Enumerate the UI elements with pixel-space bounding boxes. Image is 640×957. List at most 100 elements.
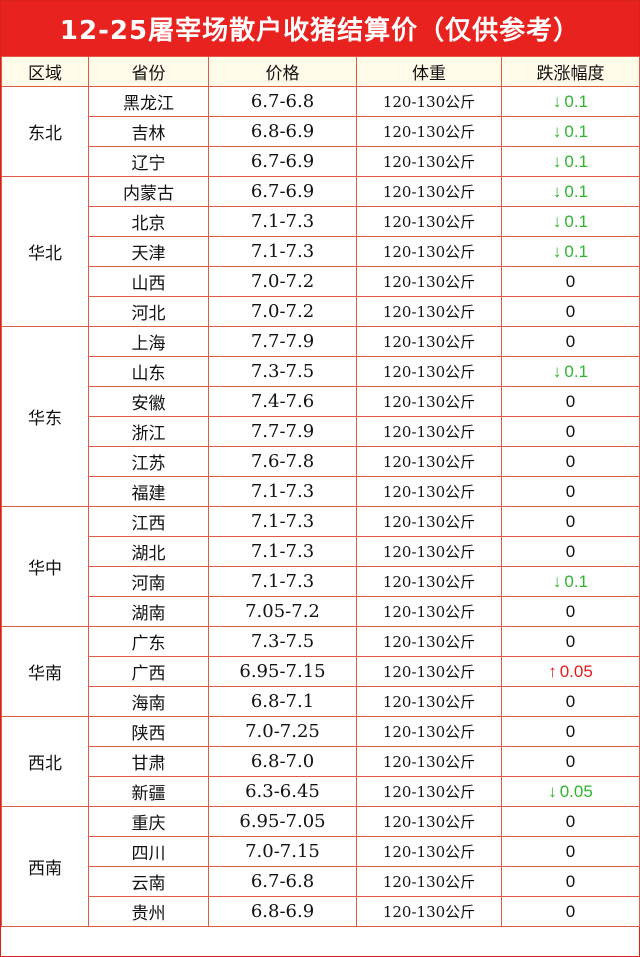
weight-cell: 120-130公斤: [356, 476, 502, 507]
change-value: 0.1: [564, 151, 589, 171]
table-row: 华中 江西 7.1-7.3 120-130公斤 0: [1, 506, 640, 627]
price-cell: 6.8-7.0: [208, 746, 357, 777]
table-row: 北京 7.1-7.3 120-130公斤 ↓ 0.1: [2, 206, 640, 237]
table-row: 福建 7.1-7.3 120-130公斤 0: [2, 476, 640, 507]
weight-cell: 120-130公斤: [356, 116, 502, 147]
table-row: 河北 7.0-7.2 120-130公斤 0: [2, 296, 640, 327]
change-cell: 0: [501, 446, 640, 477]
change-cell: 0: [501, 266, 640, 297]
change-value: 0: [565, 811, 576, 831]
header-change: 跌涨幅度: [501, 56, 640, 87]
change-cell: 0: [501, 836, 640, 867]
change-cell: 0: [501, 476, 640, 507]
weight-cell: 120-130公斤: [356, 686, 502, 717]
weight-cell: 120-130公斤: [356, 416, 502, 447]
change-value: 0.05: [559, 661, 593, 681]
table-row: 浙江 7.7-7.9 120-130公斤 0: [2, 416, 640, 447]
table-row: 江苏 7.6-7.8 120-130公斤 0: [2, 446, 640, 477]
province-cell: 吉林: [88, 116, 209, 147]
price-cell: 6.7-6.8: [208, 86, 357, 117]
price-cell: 6.8-6.9: [208, 896, 357, 927]
change-cell: 0: [501, 596, 640, 627]
table-row: 四川 7.0-7.15 120-130公斤 0: [2, 836, 640, 867]
weight-cell: 120-130公斤: [356, 326, 502, 357]
weight-cell: 120-130公斤: [356, 626, 502, 657]
change-value: 0: [565, 871, 576, 891]
weight-cell: 120-130公斤: [356, 836, 502, 867]
weight-cell: 120-130公斤: [356, 716, 502, 747]
change-cell: ↑ 0.05: [501, 656, 640, 687]
change-cell: 0: [501, 746, 640, 777]
weight-cell: 120-130公斤: [356, 146, 502, 177]
price-cell: 6.3-6.45: [208, 776, 357, 807]
table-row: 海南 6.8-7.1 120-130公斤 0: [2, 686, 640, 717]
price-cell: 6.95-7.15: [208, 656, 357, 687]
province-cell: 海南: [88, 686, 209, 717]
change-cell: 0: [501, 506, 640, 537]
table-row: 湖北 7.1-7.3 120-130公斤 0: [2, 536, 640, 567]
change-cell: 0: [501, 686, 640, 717]
price-cell: 6.8-7.1: [208, 686, 357, 717]
region-cell: 西北: [1, 716, 89, 807]
price-cell: 7.3-7.5: [208, 356, 357, 387]
header-price: 价格: [208, 56, 357, 87]
table-row: 天津 7.1-7.3 120-130公斤 ↓ 0.1: [2, 236, 640, 267]
weight-cell: 120-130公斤: [356, 566, 502, 597]
price-cell: 7.1-7.3: [208, 206, 357, 237]
region-cell: 华东: [1, 326, 89, 507]
table-row: 贵州 6.8-6.9 120-130公斤 0: [2, 896, 640, 927]
change-value: 0: [565, 511, 576, 531]
change-value: 0: [565, 901, 576, 921]
price-cell: 7.1-7.3: [208, 536, 357, 567]
change-value: 0.1: [564, 211, 589, 231]
table-row: 华北 内蒙古 6.7-6.9 120-130公斤 ↓ 0.1: [1, 176, 640, 327]
change-value: 0.05: [559, 781, 593, 801]
arrow-down-icon: ↓: [552, 571, 562, 591]
price-cell: 6.7-6.8: [208, 866, 357, 897]
province-cell: 黑龙江: [88, 86, 209, 117]
arrow-down-icon: ↓: [552, 151, 562, 171]
change-value: 0: [565, 751, 576, 771]
province-cell: 河北: [88, 296, 209, 327]
weight-cell: 120-130公斤: [356, 896, 502, 927]
change-value: 0: [565, 601, 576, 621]
price-cell: 7.4-7.6: [208, 386, 357, 417]
arrow-down-icon: ↓: [552, 211, 562, 231]
arrow-down-icon: ↓: [552, 241, 562, 261]
province-cell: 上海: [88, 326, 209, 357]
weight-cell: 120-130公斤: [356, 506, 502, 537]
header-weight: 体重: [356, 56, 502, 87]
table-row: 新疆 6.3-6.45 120-130公斤 ↓ 0.05: [2, 776, 640, 807]
change-value: 0: [565, 301, 576, 321]
change-value: 0: [565, 481, 576, 501]
change-cell: ↓ 0.1: [501, 236, 640, 267]
change-cell: ↓ 0.1: [501, 116, 640, 147]
province-cell: 陕西: [88, 716, 209, 747]
weight-cell: 120-130公斤: [356, 656, 502, 687]
province-cell: 安徽: [88, 386, 209, 417]
table-row: 东北 黑龙江 6.7-6.8 120-130公斤 ↓ 0.1: [1, 86, 640, 177]
price-cell: 7.6-7.8: [208, 446, 357, 477]
weight-cell: 120-130公斤: [356, 266, 502, 297]
change-value: 0.1: [564, 121, 589, 141]
table-row: 西北 陕西 7.0-7.25 120-130公斤 0: [1, 716, 640, 807]
change-cell: 0: [501, 296, 640, 327]
price-cell: 7.0-7.2: [208, 266, 357, 297]
change-value: 0: [565, 391, 576, 411]
change-cell: 0: [501, 536, 640, 567]
change-cell: ↓ 0.05: [501, 776, 640, 807]
table-row: 华东 上海 7.7-7.9 120-130公斤 0: [1, 326, 640, 507]
change-cell: 0: [501, 626, 640, 657]
price-cell: 7.7-7.9: [208, 416, 357, 447]
change-value: 0: [565, 451, 576, 471]
province-cell: 山西: [88, 266, 209, 297]
province-cell: 河南: [88, 566, 209, 597]
arrow-up-icon: ↑: [548, 661, 557, 681]
change-cell: ↓ 0.1: [501, 176, 640, 207]
table-row: 河南 7.1-7.3 120-130公斤 ↓ 0.1: [2, 566, 640, 597]
province-cell: 内蒙古: [88, 176, 209, 207]
region-cell: 华南: [1, 626, 89, 717]
change-value: 0.1: [564, 91, 589, 111]
weight-cell: 120-130公斤: [356, 206, 502, 237]
